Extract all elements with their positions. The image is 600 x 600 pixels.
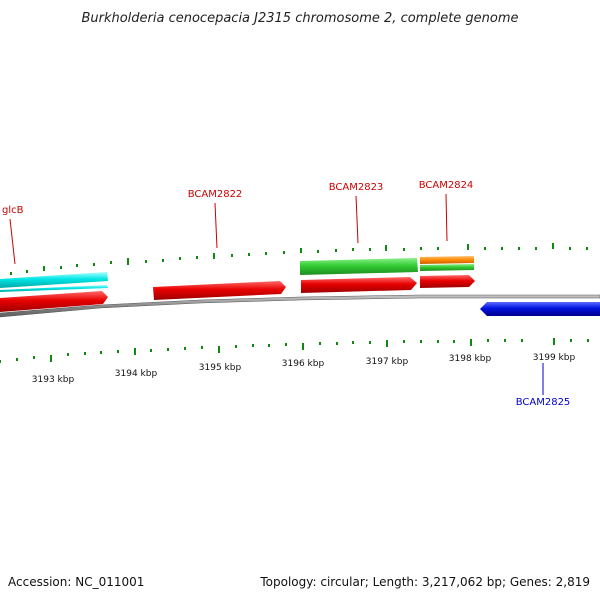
genome-summary-text: Topology: circular; Length: 3,217,062 bp…	[259, 575, 590, 589]
gene-feature-cyan	[0, 272, 108, 288]
gene-feature-orange-bcam2824	[420, 256, 474, 264]
inner-tick-ring	[0, 338, 589, 363]
gene-feature-cyan-lower	[0, 285, 108, 292]
kbp-scale-labels: 3193 kbp 3194 kbp 3195 kbp 3196 kbp 3197…	[32, 353, 576, 385]
gene-label-bcam2825: BCAM2825	[516, 397, 571, 408]
gene-label-glcB: glcB	[2, 205, 24, 216]
accession-text: Accession: NC_011001	[8, 575, 144, 589]
gene-label-bcam2822: BCAM2822	[188, 189, 243, 200]
kbp-label: 3199 kbp	[533, 353, 576, 363]
kbp-label: 3198 kbp	[449, 354, 492, 364]
gene-label-bcam2823: BCAM2823	[329, 182, 384, 193]
genome-backbone	[0, 294, 600, 318]
kbp-label: 3193 kbp	[32, 375, 75, 385]
gene-feature-green-bcam2824	[420, 264, 474, 271]
gene-arrow-bcam2823	[301, 277, 417, 293]
gene-arrow-bcam2822	[153, 281, 286, 300]
gene-feature-green-bcam2823	[300, 258, 418, 275]
kbp-label: 3195 kbp	[199, 363, 242, 373]
gene-arrow-glcB	[0, 291, 108, 312]
gene-label-bcam2824: BCAM2824	[419, 180, 474, 191]
outer-tick-ring	[10, 243, 588, 275]
kbp-label: 3196 kbp	[282, 359, 325, 369]
kbp-label: 3197 kbp	[366, 357, 409, 367]
gene-arrow-bcam2825	[480, 302, 600, 316]
gene-labels: glcB BCAM2822 BCAM2823 BCAM2824 BCAM2825	[2, 180, 570, 408]
map-title: Burkholderia cenocepacia J2315 chromosom…	[81, 11, 518, 26]
kbp-label: 3194 kbp	[115, 369, 158, 379]
gene-arrow-bcam2824	[420, 275, 475, 288]
